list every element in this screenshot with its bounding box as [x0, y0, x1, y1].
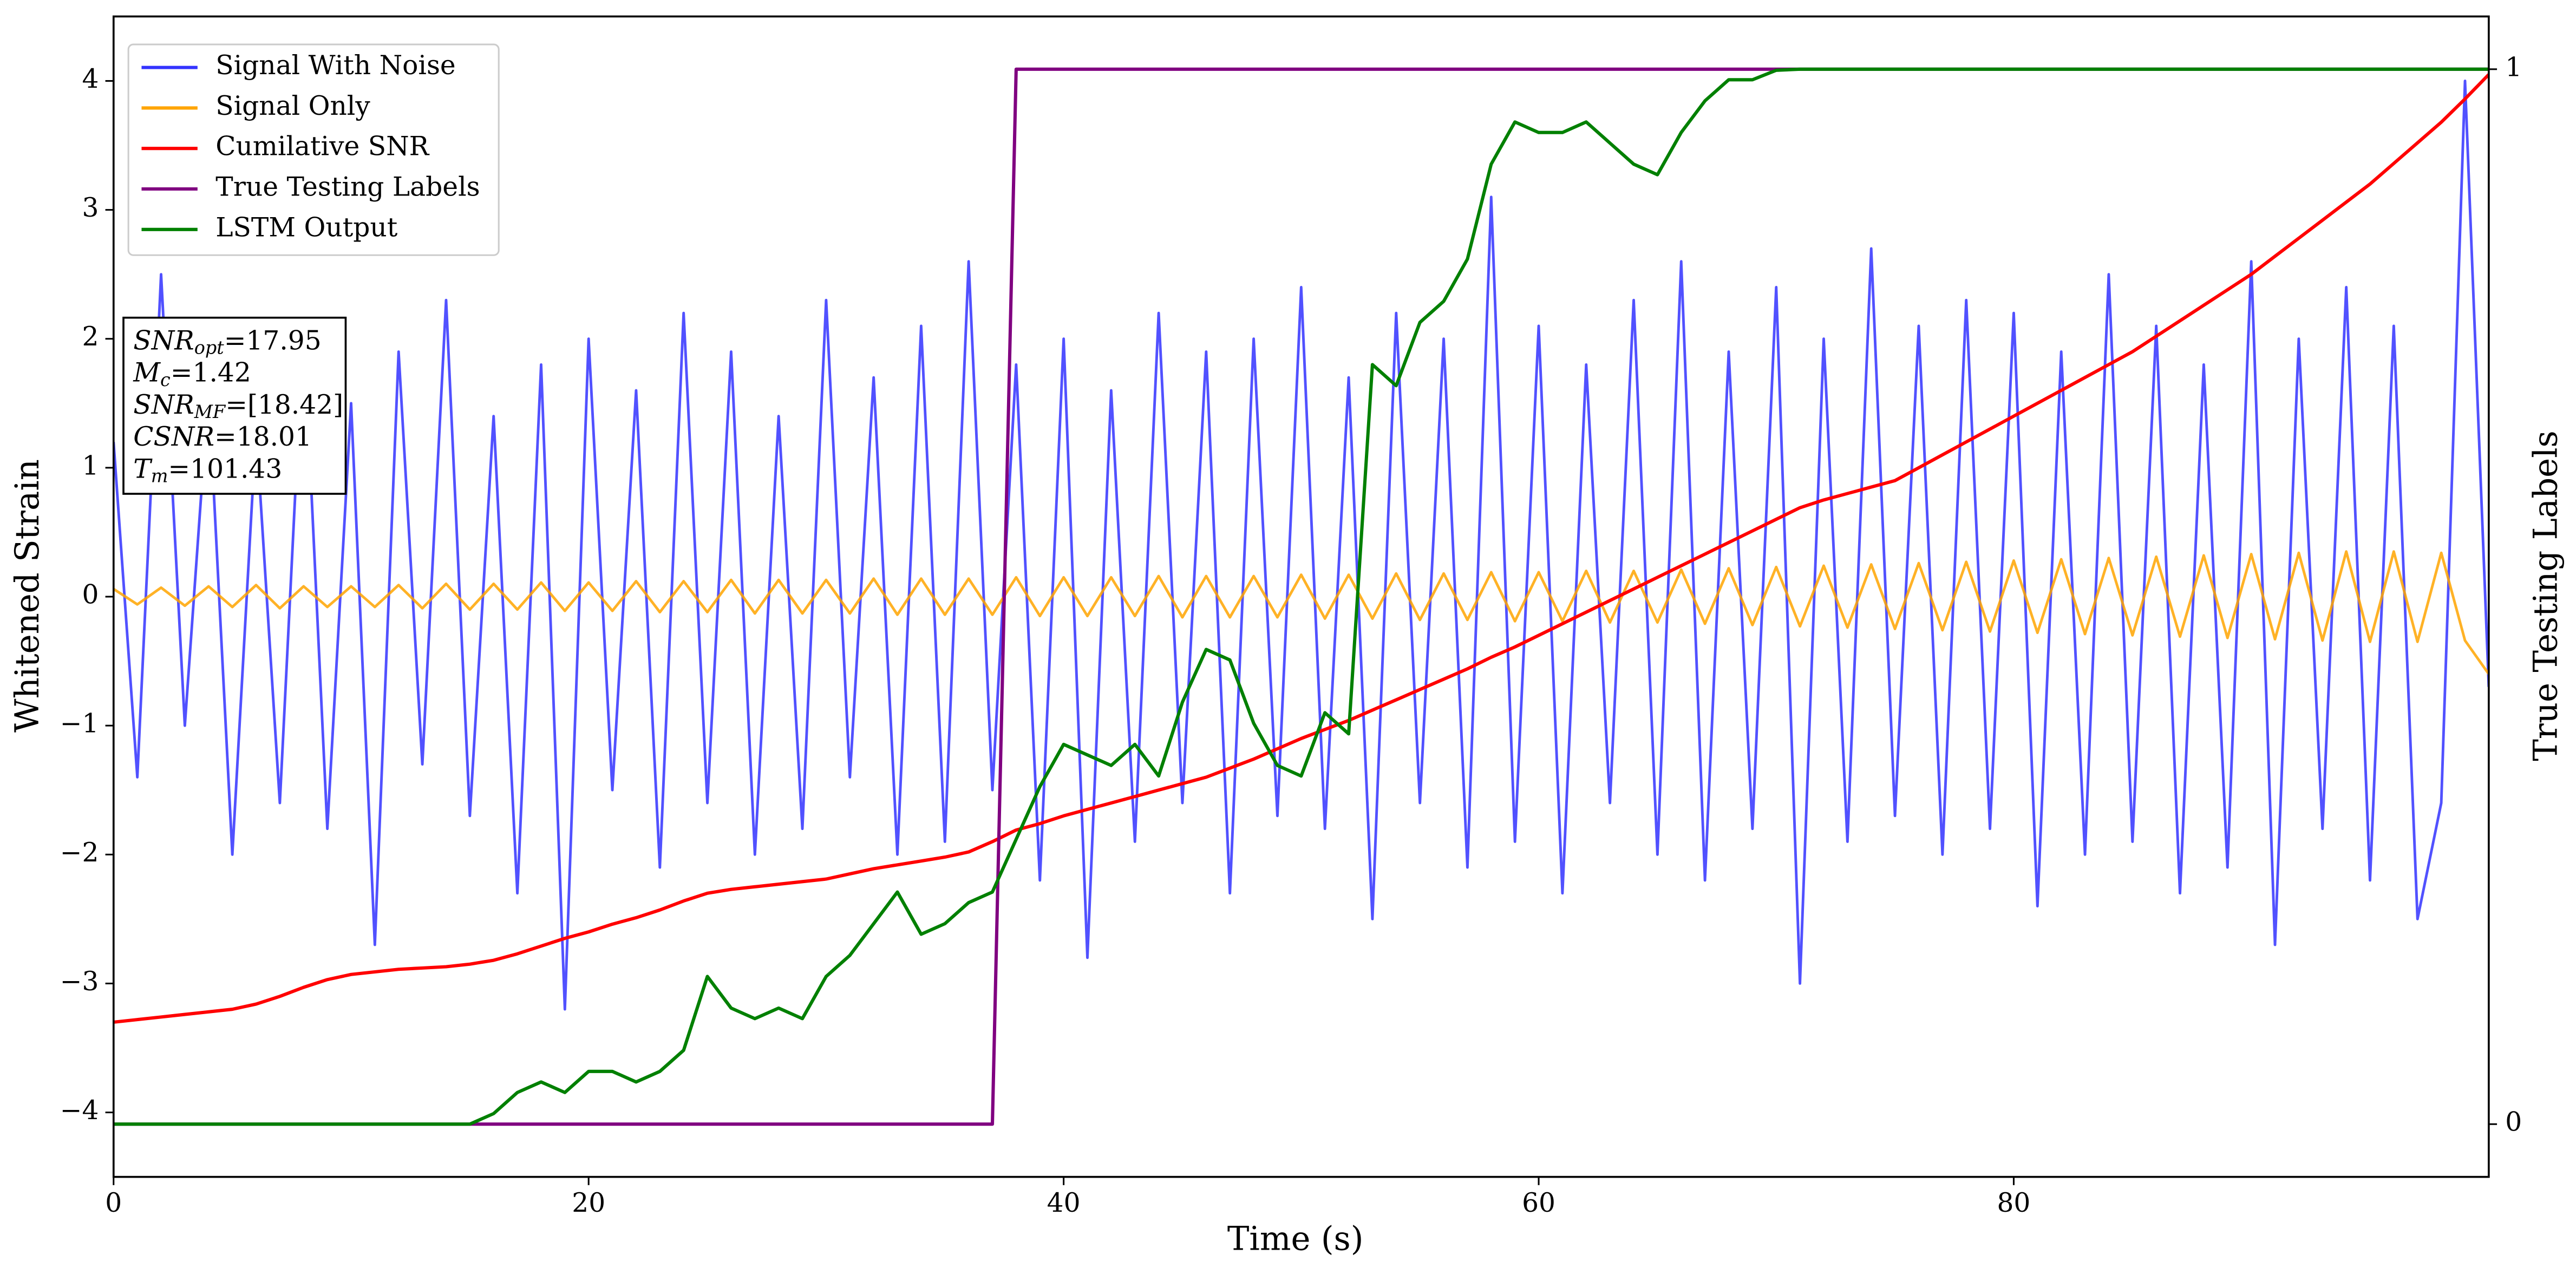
- y-tick-label: 4: [82, 64, 99, 94]
- y-tick-label: −1: [60, 709, 99, 739]
- y2-axis-label: True Testing Labels: [2527, 430, 2565, 761]
- annotation-subscript: c: [160, 369, 171, 390]
- annotation-subscript: MF: [194, 401, 226, 422]
- x-tick-label: 40: [1047, 1188, 1081, 1218]
- annotation-symbol: M: [133, 357, 161, 388]
- plot-area: [113, 67, 2489, 1126]
- legend-label: LSTM Output: [215, 212, 397, 243]
- legend-label: Signal With Noise: [215, 50, 455, 81]
- x-axis-label: Time (s): [1227, 1220, 1364, 1258]
- y-axis-label: Whitened Strain: [9, 459, 47, 733]
- x-tick-label: 60: [1522, 1188, 1555, 1218]
- y2-tick-label: 0: [2505, 1107, 2522, 1138]
- annotation-line: SNRopt=17.95: [133, 325, 321, 358]
- annotation-text: =17.95: [224, 325, 322, 356]
- y-tick-label: −4: [60, 1095, 99, 1126]
- annotation-symbol: SNR: [133, 325, 194, 356]
- annotation-text: =101.43: [168, 454, 282, 484]
- legend-label: Signal Only: [215, 91, 370, 121]
- legend: Signal With Noise Signal Only Cumilative S…: [127, 43, 500, 256]
- annotation-line: SNRMF=[18.42]: [133, 389, 343, 422]
- x-tick-label: 0: [105, 1188, 122, 1218]
- annotation-line: Tm=101.43: [133, 454, 282, 487]
- annotation-symbol: CSNR: [133, 422, 214, 452]
- legend-box: [127, 43, 500, 256]
- annotation-subscript: opt: [194, 337, 225, 358]
- series-line: [113, 550, 2489, 675]
- annotation-symbol: T: [133, 454, 153, 484]
- plot-frame: [112, 15, 2490, 1178]
- y-tick-label: 3: [82, 193, 99, 223]
- annotation-symbol: SNR: [133, 389, 194, 420]
- annotation-text: =[18.42]: [225, 389, 343, 420]
- y2-tick-label: 1: [2505, 52, 2522, 82]
- y-tick-label: −3: [60, 966, 99, 997]
- y-tick-label: 1: [82, 450, 99, 481]
- annotation-subscript: m: [151, 466, 168, 487]
- y-tick-label: −2: [60, 838, 99, 868]
- x-tick-label: 20: [572, 1188, 605, 1218]
- legend-label: True Testing Labels: [215, 172, 480, 202]
- annotation-text: =1.42: [171, 357, 251, 388]
- y-tick-label: 2: [82, 322, 99, 352]
- annotation-box: [122, 316, 347, 495]
- y-tick-label: 0: [82, 580, 99, 610]
- x-tick-label: 80: [1997, 1188, 2031, 1218]
- annotation: SNRopt=17.95Mc=1.42SNRMF=[18.42]CSNR=18.…: [122, 316, 347, 495]
- annotation-line: CSNR=18.01: [133, 422, 312, 452]
- series-line: [113, 80, 2489, 1011]
- annotation-text: =18.01: [214, 422, 312, 452]
- legend-label: Cumilative SNR: [215, 132, 429, 162]
- series-line: [113, 67, 2489, 1126]
- series-line: [113, 73, 2489, 1024]
- annotation-line: Mc=1.42: [133, 357, 251, 390]
